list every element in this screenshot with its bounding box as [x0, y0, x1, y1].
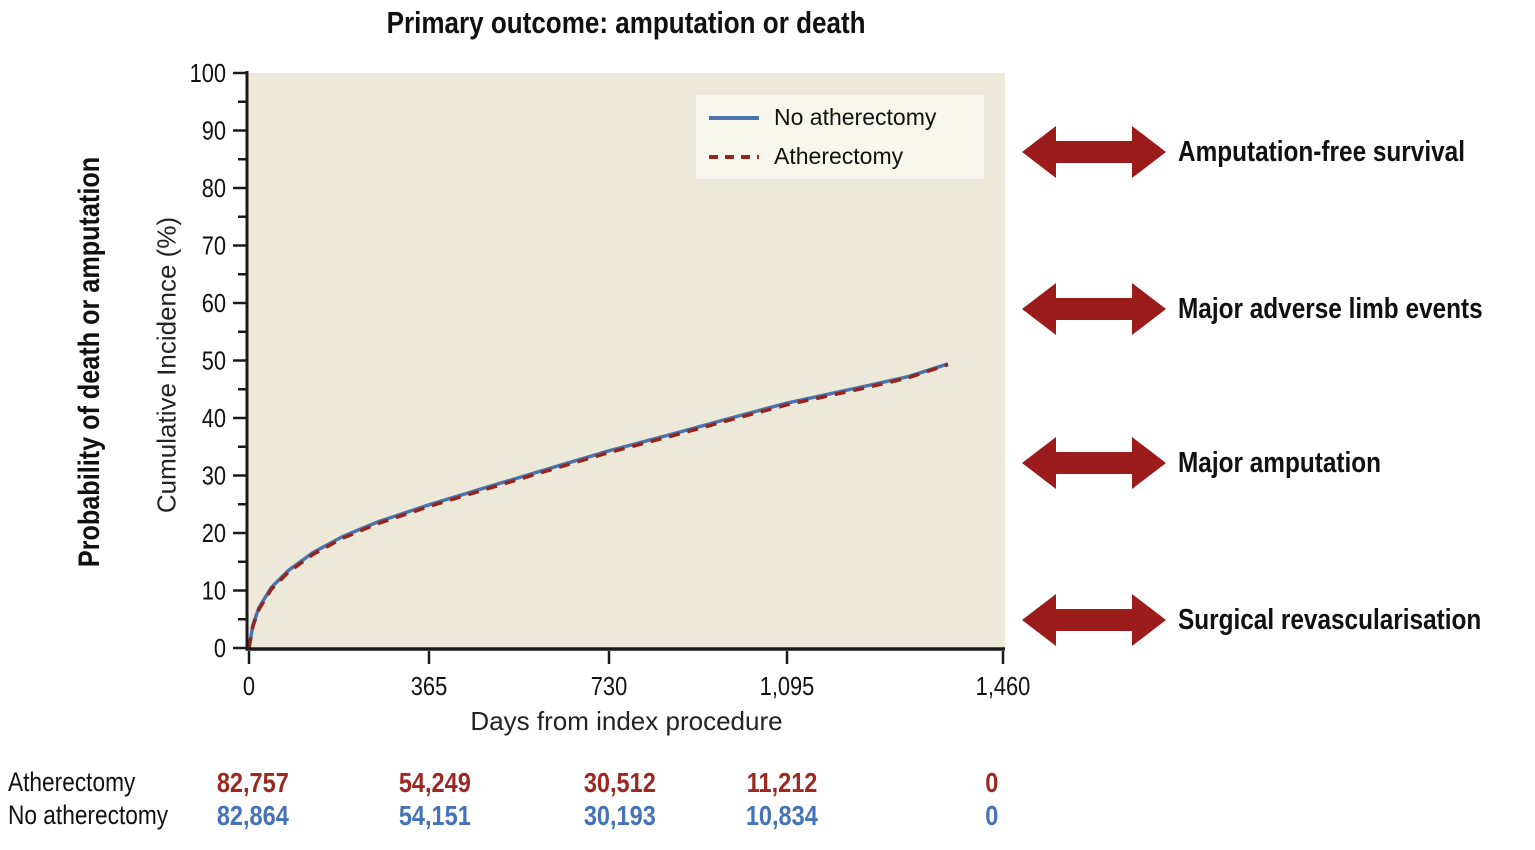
x-tick-label: 0 — [243, 672, 255, 701]
svg-text:0: 0 — [214, 634, 226, 663]
curve-atherectomy — [247, 362, 949, 649]
y-tick-label: 0 — [214, 634, 226, 663]
risk-value: 54,151 — [399, 800, 471, 831]
solid-line-swatch-icon — [709, 115, 759, 120]
svg-text:100: 100 — [190, 59, 226, 88]
y-tick-label: 40 — [202, 404, 226, 433]
svg-text:730: 730 — [591, 672, 627, 701]
y-tick-label: 80 — [202, 174, 226, 203]
svg-text:10: 10 — [202, 577, 226, 606]
svg-text:1,095: 1,095 — [760, 672, 815, 701]
risk-value: 30,193 — [584, 800, 656, 831]
risk-row-label-no-atherectomy: No atherectomy — [8, 800, 169, 830]
y-tick-label: 90 — [202, 117, 226, 146]
svg-text:70: 70 — [202, 232, 226, 261]
svg-text:1,460: 1,460 — [976, 672, 1031, 701]
legend: No atherectomy Atherectomy — [696, 95, 984, 179]
annotation-row-major-adverse-limb-events: Major adverse limb events — [1022, 281, 1535, 337]
svg-text:20: 20 — [202, 519, 226, 548]
annotation-label: Amputation-free survival — [1178, 135, 1465, 168]
svg-text:40: 40 — [202, 404, 226, 433]
chart-title-text: Primary outcome: amputation or death — [387, 5, 866, 40]
risk-value: 0 — [985, 767, 999, 798]
risk-value: 11,212 — [746, 767, 818, 798]
risk-value: 82,757 — [217, 767, 289, 798]
risk-value: 30,512 — [584, 767, 656, 798]
y-tick-label: 30 — [202, 462, 226, 491]
x-tick-label: 1,460 — [976, 672, 1031, 701]
annotation-row-amputation-free-survival: Amputation-free survival — [1022, 124, 1520, 180]
y-tick-label: 100 — [190, 59, 226, 88]
risk-row-label-atherectomy: Atherectomy — [8, 767, 136, 797]
annotation-label: Surgical revascularisation — [1178, 603, 1482, 636]
risk-value: 10,834 — [746, 800, 818, 831]
y-tick-label: 60 — [202, 289, 226, 318]
x-tick-label: 730 — [591, 672, 627, 701]
risk-value: 54,249 — [399, 767, 471, 798]
double-arrow-icon — [1022, 283, 1166, 335]
double-arrow-icon — [1022, 126, 1166, 178]
annotation-row-surgical-revascularisation: Surgical revascularisation — [1022, 592, 1535, 648]
svg-text:60: 60 — [202, 289, 226, 318]
risk-value: 82,864 — [217, 800, 289, 831]
annotation-label: Major amputation — [1178, 446, 1382, 479]
legend-item-no-atherectomy: No atherectomy — [708, 98, 984, 137]
svg-text:90: 90 — [202, 117, 226, 146]
svg-text:365: 365 — [411, 672, 447, 701]
chart-title: Primary outcome: amputation or death — [248, 5, 1005, 41]
y-tick-label: 10 — [202, 577, 226, 606]
svg-text:80: 80 — [202, 174, 226, 203]
double-arrow-icon — [1022, 437, 1166, 489]
y-tick-label: 70 — [202, 232, 226, 261]
legend-item-atherectomy: Atherectomy — [708, 137, 984, 176]
double-arrow-icon — [1022, 594, 1166, 646]
dashed-line-swatch-icon — [709, 154, 759, 159]
svg-text:30: 30 — [202, 462, 226, 491]
legend-label: No atherectomy — [774, 104, 937, 130]
annotation-label: Major adverse limb events — [1178, 292, 1483, 325]
x-tick-label: 1,095 — [760, 672, 815, 701]
svg-text:50: 50 — [202, 347, 226, 376]
x-tick-label: 365 — [411, 672, 447, 701]
x-axis-label: Days from index procedure — [470, 706, 783, 736]
y-tick-label: 50 — [202, 347, 226, 376]
annotation-row-major-amputation: Major amputation — [1022, 435, 1420, 491]
y-tick-label: 20 — [202, 519, 226, 548]
risk-value: 0 — [985, 800, 999, 831]
svg-text:0: 0 — [243, 672, 255, 701]
legend-label: Atherectomy — [774, 143, 904, 169]
